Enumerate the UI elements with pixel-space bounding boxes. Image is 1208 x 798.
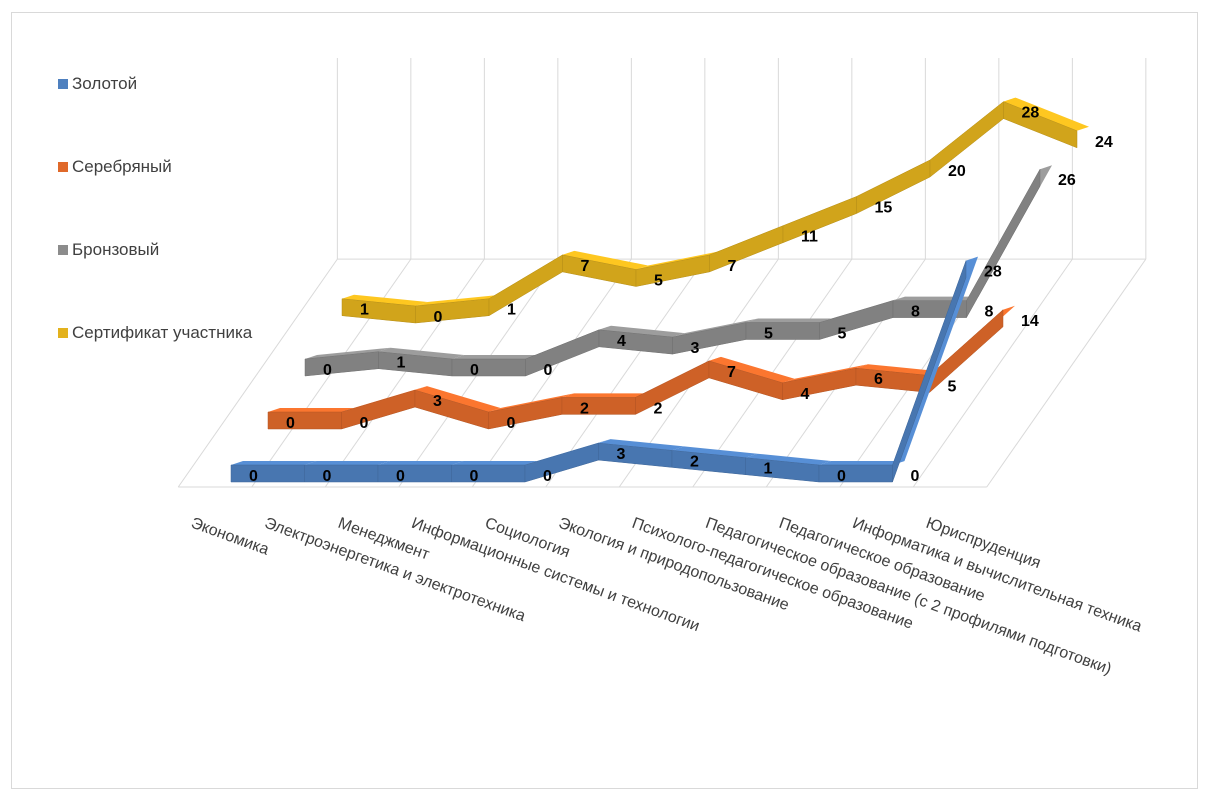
legend-swatch	[58, 245, 68, 255]
category-axis: ЭкономикаЭлектроэнергетика и электротехн…	[189, 515, 1144, 678]
ribbon-face	[489, 397, 563, 429]
legend-label: Золотой	[72, 74, 137, 94]
legend-swatch	[58, 79, 68, 89]
data-label: 2	[690, 453, 699, 470]
data-label: 6	[874, 371, 883, 388]
legend-swatch	[58, 328, 68, 338]
ribbon-top	[819, 461, 905, 465]
data-label: 3	[691, 340, 700, 357]
ribbon-top	[562, 393, 648, 397]
data-label: 0	[434, 309, 443, 326]
data-label: 0	[543, 468, 552, 485]
floor-gridline	[987, 259, 1146, 487]
ribbon-face	[268, 412, 342, 429]
ribbon-face	[452, 359, 526, 376]
data-label: 2	[654, 400, 663, 417]
legend-label: Серебряный	[72, 157, 172, 177]
data-label: 3	[433, 393, 442, 410]
ribbon-face	[526, 330, 600, 376]
ribbon-top	[893, 297, 979, 301]
data-label: 1	[507, 302, 516, 319]
data-label: 5	[948, 379, 957, 396]
ribbon-face	[967, 169, 1041, 317]
data-label: 14	[1021, 313, 1039, 330]
ribbon-face	[342, 390, 416, 429]
legend-item-bronze: Бронзовый	[58, 239, 159, 261]
legend-swatch	[58, 162, 68, 172]
ribbon-top	[746, 319, 832, 323]
ribbon-face	[378, 465, 452, 482]
category-label: Экономика	[189, 515, 271, 559]
data-label: 7	[728, 258, 737, 275]
ribbon-face	[819, 465, 893, 482]
data-label: 26	[1058, 172, 1076, 189]
data-label: 0	[544, 362, 553, 379]
data-label: 2	[580, 400, 589, 417]
data-label: 5	[654, 273, 663, 290]
data-label: 28	[984, 264, 1002, 281]
ribbon-top	[452, 355, 538, 359]
ribbon-top	[268, 408, 354, 412]
legend-item-gold: Золотой	[58, 73, 137, 95]
ribbon-face	[525, 443, 599, 482]
data-label: 0	[360, 415, 369, 432]
data-label: 8	[985, 304, 994, 321]
legend-label: Бронзовый	[72, 240, 159, 260]
data-label: 5	[764, 326, 773, 343]
data-label: 0	[249, 468, 258, 485]
ribbon-face	[710, 226, 784, 272]
ribbon-top	[452, 461, 538, 465]
data-label: 1	[360, 302, 369, 319]
data-label: 7	[727, 364, 736, 381]
data-label: 0	[470, 362, 479, 379]
ribbon-top	[305, 461, 391, 465]
ribbon-face	[305, 465, 379, 482]
data-label: 7	[581, 258, 590, 275]
data-label: 0	[396, 468, 405, 485]
data-label: 0	[323, 468, 332, 485]
data-label: 0	[911, 468, 920, 485]
data-label: 4	[801, 386, 810, 403]
ribbon-face	[930, 102, 1004, 177]
data-label: 1	[397, 355, 406, 372]
data-label: 4	[617, 333, 626, 350]
ribbon-face	[489, 255, 563, 316]
ribbon-face	[452, 465, 526, 482]
ribbon-face	[673, 323, 747, 355]
ribbon-face	[231, 465, 305, 482]
ribbon-face	[783, 368, 857, 400]
data-label: 0	[470, 468, 479, 485]
ribbon-top	[231, 461, 317, 465]
data-label: 24	[1095, 134, 1113, 151]
legend-item-silver: Серебряный	[58, 156, 172, 178]
data-label: 5	[838, 326, 847, 343]
ribbon-face	[562, 397, 636, 414]
data-label: 15	[875, 200, 893, 217]
data-label: 8	[911, 304, 920, 321]
data-label: 20	[948, 163, 966, 180]
legend-label: Сертификат участника	[72, 323, 252, 343]
ribbon-face	[857, 160, 931, 214]
chart-area: 1 0 1 7 5 7 11 15 20 28 24 0 1 0 0 4 3 5 5 8 8 26 0 0 3 0 2 2 7 4 6 5 14…	[11, 12, 1198, 789]
ribbon-face	[746, 323, 820, 340]
data-label: 11	[801, 229, 818, 246]
data-label: 0	[323, 362, 332, 379]
ribbon-face	[636, 255, 710, 287]
data-label: 28	[1022, 105, 1040, 122]
ribbon-top	[378, 461, 464, 465]
data-label: 1	[764, 461, 773, 478]
data-label: 0	[286, 415, 295, 432]
data-label: 0	[837, 468, 846, 485]
legend-item-participant: Сертификат участника	[58, 322, 252, 344]
data-label: 0	[507, 415, 516, 432]
data-label: 3	[617, 446, 626, 463]
ribbon-face	[636, 361, 710, 415]
ribbon-face	[820, 301, 894, 340]
ribbon-face	[783, 197, 857, 243]
